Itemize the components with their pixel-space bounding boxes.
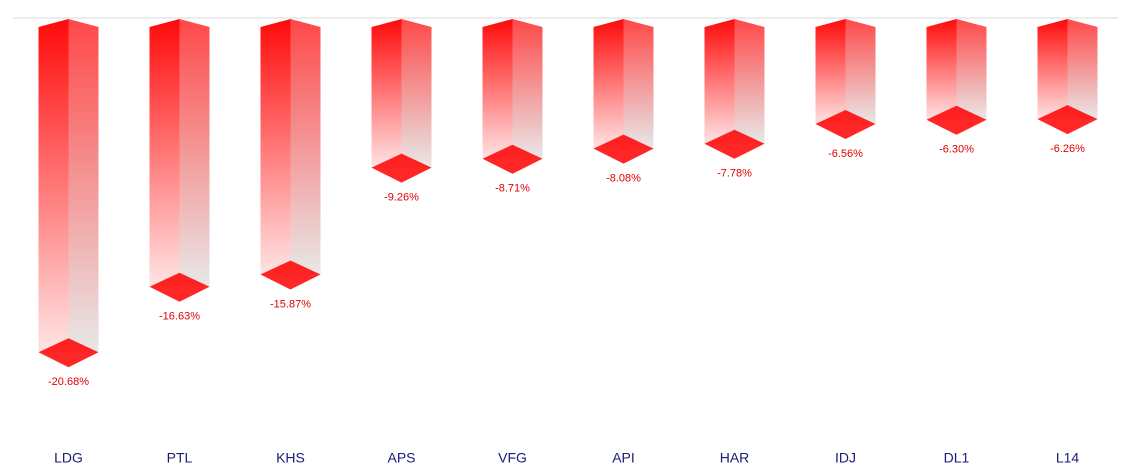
bar-front bbox=[482, 19, 513, 159]
bar-base bbox=[260, 260, 321, 290]
bar-front bbox=[1037, 19, 1068, 120]
bar-side bbox=[734, 19, 765, 144]
bar-front bbox=[260, 19, 291, 275]
x-tick-label: VFG bbox=[498, 450, 527, 466]
bar-base bbox=[371, 153, 432, 183]
value-label: -8.71% bbox=[495, 183, 530, 195]
x-tick-label: HAR bbox=[720, 450, 750, 466]
bar-front bbox=[38, 19, 69, 353]
x-tick-label: API bbox=[612, 450, 635, 466]
value-label: -20.68% bbox=[48, 376, 89, 388]
bar-side bbox=[290, 19, 321, 275]
bar-front bbox=[704, 19, 735, 144]
x-tick-label: L14 bbox=[1056, 450, 1080, 466]
x-tick-label: PTL bbox=[167, 450, 193, 466]
bar-front bbox=[926, 19, 957, 120]
bar-base bbox=[704, 129, 765, 159]
x-tick-label: APS bbox=[387, 450, 415, 466]
value-label: -8.08% bbox=[606, 172, 641, 184]
bar-side bbox=[623, 19, 654, 149]
bar-front bbox=[149, 19, 180, 287]
value-label: -6.56% bbox=[828, 148, 863, 160]
bar-front bbox=[815, 19, 846, 125]
x-tick-label: DL1 bbox=[944, 450, 970, 466]
bar-base bbox=[815, 110, 876, 140]
bar-base bbox=[1037, 105, 1098, 135]
bar-side bbox=[179, 19, 210, 287]
bar-side bbox=[845, 19, 876, 125]
x-tick-label: KHS bbox=[276, 450, 305, 466]
bar-side bbox=[956, 19, 987, 120]
bar-front bbox=[593, 19, 624, 149]
value-label: -6.26% bbox=[1050, 143, 1085, 155]
bar-side bbox=[401, 19, 432, 168]
x-tick-label: LDG bbox=[54, 450, 83, 466]
bar-side bbox=[68, 19, 99, 353]
bar-side bbox=[512, 19, 543, 159]
value-label: -16.63% bbox=[159, 311, 200, 323]
value-label: -15.87% bbox=[270, 298, 311, 310]
bar-front bbox=[371, 19, 402, 168]
bar-base bbox=[149, 272, 210, 302]
bar-side bbox=[1067, 19, 1098, 120]
bar-base bbox=[482, 144, 543, 174]
value-label: -7.78% bbox=[717, 168, 752, 180]
value-label: -9.26% bbox=[384, 192, 419, 204]
value-label: -6.30% bbox=[939, 144, 974, 156]
x-tick-label: IDJ bbox=[835, 450, 856, 466]
bar-base bbox=[38, 338, 99, 368]
bar-base bbox=[926, 105, 987, 135]
bar-base bbox=[593, 134, 654, 164]
